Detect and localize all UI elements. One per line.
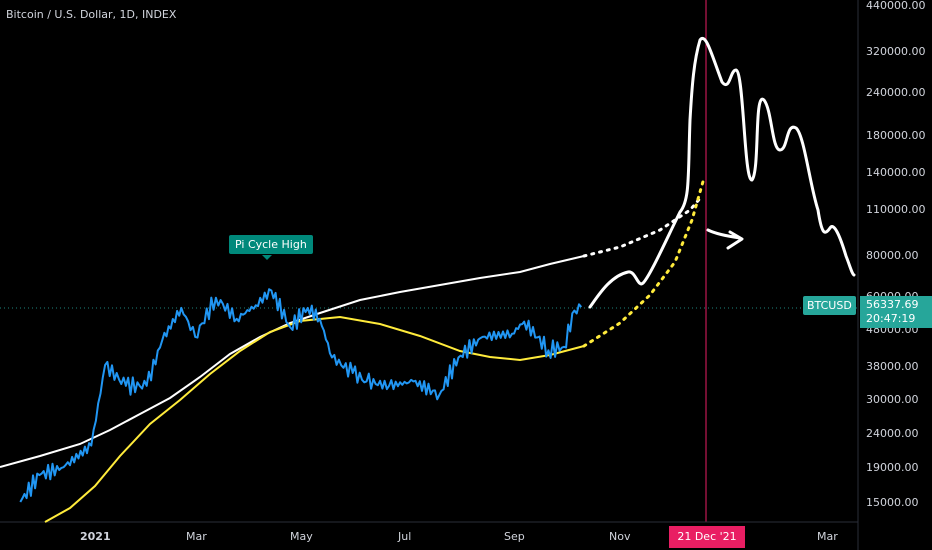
symbol-badge: BTCUSD [803, 296, 856, 315]
time-tick: May [290, 530, 313, 543]
sideways-arrow [706, 228, 744, 250]
time-tick: Nov [609, 530, 631, 543]
time-tick: 2021 [80, 530, 111, 543]
time-tick: Jul [397, 530, 411, 543]
time-tick: Mar [817, 530, 838, 543]
price-tick: 24000.00 [866, 427, 919, 440]
last-price-value: 56337.69 [866, 298, 919, 311]
last-price-badge: 56337.69 20:47:19 [860, 296, 932, 328]
price-tick: 180000.00 [866, 129, 926, 142]
price-tick: 240000.00 [866, 86, 926, 99]
highlight-date-badge: 21 Dec '21 [669, 526, 745, 548]
price-tick: 110000.00 [866, 203, 926, 216]
price-tick: 140000.00 [866, 166, 926, 179]
projection-path [588, 36, 856, 309]
price-tick: 15000.00 [866, 496, 919, 509]
time-tick: Mar [186, 530, 207, 543]
chart-title: Bitcoin / U.S. Dollar, 1D, INDEX [6, 8, 177, 21]
price-tick: 320000.00 [866, 45, 926, 58]
price-tick: 80000.00 [866, 249, 919, 262]
time-tick: Sep [504, 530, 525, 543]
price-line [19, 288, 583, 503]
price-tick: 38000.00 [866, 360, 919, 373]
price-tick: 30000.00 [866, 393, 919, 406]
pi-cycle-high-label: Pi Cycle High [229, 235, 313, 254]
short-ma-line [44, 315, 585, 523]
price-tick: 19000.00 [866, 461, 919, 474]
long-ma-projection [582, 194, 704, 258]
price-tick: 440000.00 [866, 0, 926, 12]
short-ma-projection [582, 176, 706, 348]
bar-countdown: 20:47:19 [866, 312, 916, 325]
time-axis: 2021 Mar May Jul Sep Nov Mar [80, 530, 838, 543]
pi-cycle-pointer [262, 255, 272, 260]
